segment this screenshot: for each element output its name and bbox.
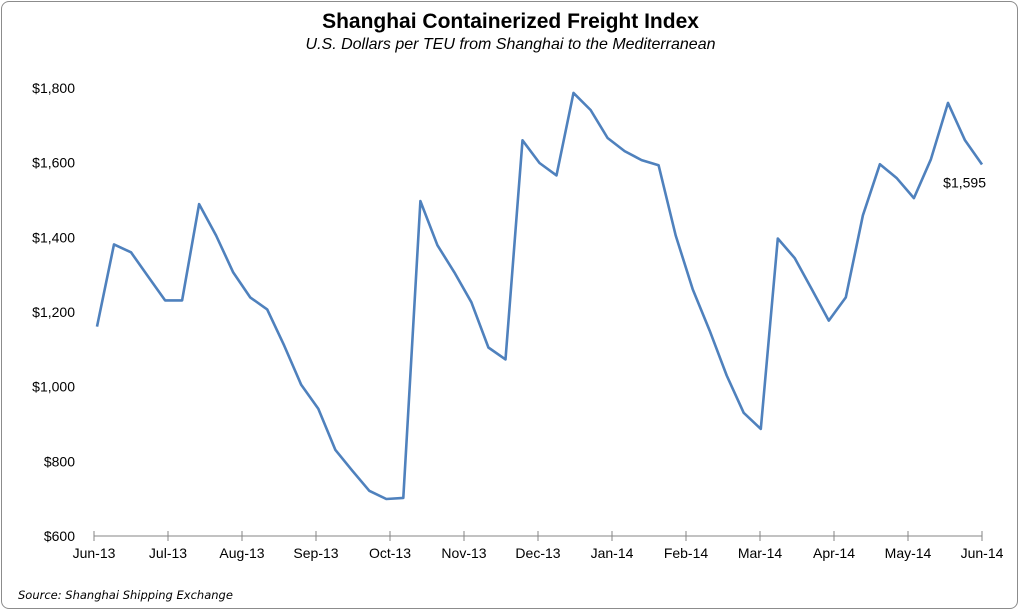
series-line	[95, 91, 984, 501]
x-tick-label: Jun-14	[961, 545, 1004, 561]
y-tick-label: $1,600	[32, 155, 75, 171]
y-tick-label: $1,800	[32, 80, 75, 96]
y-tick-label: $1,400	[32, 229, 75, 245]
x-tick-label: Jul-13	[149, 545, 187, 561]
x-tick-label: Nov-13	[441, 545, 486, 561]
x-tick-label: Jun-13	[73, 545, 116, 561]
source-note: Source: Shanghai Shipping Exchange	[18, 588, 233, 602]
x-tick-label: Apr-14	[813, 545, 855, 561]
y-tick-label: $1,200	[32, 304, 75, 320]
x-tick-label: Mar-14	[738, 545, 783, 561]
x-tick-label: Feb-14	[664, 545, 709, 561]
x-tick-label: May-14	[885, 545, 932, 561]
y-tick-label: $600	[44, 528, 75, 544]
chart-subtitle: U.S. Dollars per TEU from Shanghai to th…	[305, 36, 716, 53]
x-tick-label: Sep-13	[293, 545, 338, 561]
y-tick-label: $1,000	[32, 379, 75, 395]
x-tick-label: Jan-14	[591, 545, 634, 561]
x-tick-label: Aug-13	[219, 545, 264, 561]
data-label-last: $1,595	[943, 175, 986, 191]
x-tick-label: Oct-13	[369, 545, 411, 561]
chart-title: Shanghai Containerized Freight Index	[322, 10, 699, 33]
x-tick-label: Dec-13	[515, 545, 560, 561]
y-tick-label: $800	[44, 453, 75, 469]
